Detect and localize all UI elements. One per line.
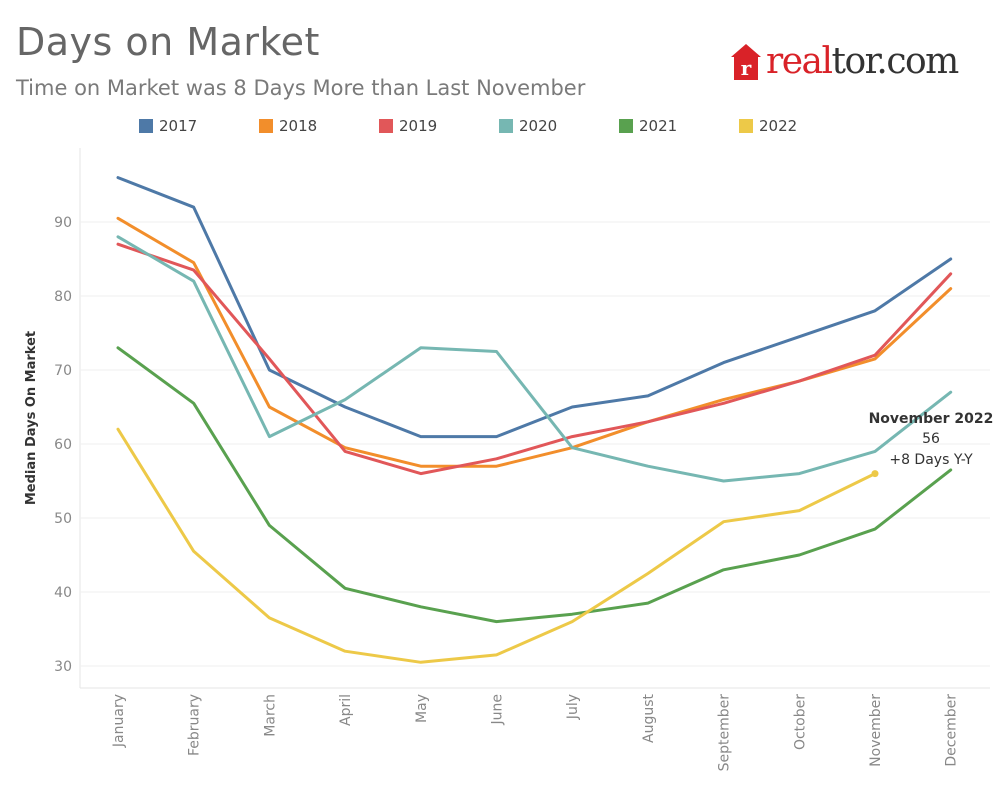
legend-swatch <box>499 119 513 133</box>
page-subtitle: Time on Market was 8 Days More than Last… <box>16 76 586 100</box>
legend-label: 2018 <box>279 117 318 135</box>
data-point-endpoint[interactable] <box>871 470 879 478</box>
legend-swatch <box>739 119 753 133</box>
chart-legend: 2017 2018 2019 2020 2021 2022 <box>0 117 1000 137</box>
logo-wordmark: realtor.com <box>766 41 959 82</box>
realtor-logo[interactable]: r realtor.com <box>730 40 959 84</box>
legend-label: 2019 <box>399 117 438 135</box>
legend-label: 2021 <box>639 117 678 135</box>
legend-label: 2017 <box>159 117 198 135</box>
legend-swatch <box>379 119 393 133</box>
x-tick-label: March <box>262 694 278 737</box>
series-line-2020[interactable] <box>116 235 953 483</box>
y-axis-title: Median Days On Market <box>24 331 39 505</box>
legend-label: 2020 <box>519 117 558 135</box>
x-tick-label: January <box>111 694 127 748</box>
legend-item-2020[interactable]: 2020 <box>499 117 557 135</box>
series-line-2018[interactable] <box>116 216 953 468</box>
x-tick-label: February <box>187 694 203 756</box>
x-tick-label: April <box>338 694 354 726</box>
legend-item-2021[interactable]: 2021 <box>619 117 677 135</box>
annotation-change: +8 Days Y-Y <box>889 452 973 468</box>
x-tick-label: October <box>792 694 808 750</box>
house-r-icon: r <box>731 44 761 80</box>
series-line-2019[interactable] <box>116 242 953 476</box>
y-tick-label: 70 <box>54 363 72 379</box>
annotation-value: 56 <box>922 431 940 447</box>
legend-item-2019[interactable]: 2019 <box>379 117 437 135</box>
annotation-title: November 2022 <box>869 411 994 427</box>
x-tick-label: December <box>944 694 960 767</box>
x-tick-label: June <box>490 694 506 726</box>
y-tick-label: 50 <box>54 511 72 527</box>
legend-item-2017[interactable]: 2017 <box>139 117 197 135</box>
page-title: Days on Market <box>16 20 320 64</box>
svg-text:r: r <box>741 56 752 80</box>
legend-swatch <box>139 119 153 133</box>
x-tick-label: May <box>414 694 430 723</box>
y-tick-label: 40 <box>54 585 72 601</box>
x-tick-label: July <box>565 694 581 720</box>
x-tick-label: August <box>641 693 657 743</box>
y-tick-label: 90 <box>54 215 72 231</box>
x-tick-label: September <box>717 694 733 772</box>
legend-item-2018[interactable]: 2018 <box>259 117 317 135</box>
series-line-2021[interactable] <box>116 346 953 624</box>
legend-swatch <box>259 119 273 133</box>
series-line-2022[interactable] <box>116 427 877 664</box>
y-tick-label: 30 <box>54 659 72 675</box>
legend-label: 2022 <box>759 117 798 135</box>
y-tick-label: 60 <box>54 437 72 453</box>
legend-item-2022[interactable]: 2022 <box>739 117 797 135</box>
x-tick-label: November <box>868 694 884 767</box>
y-tick-label: 80 <box>54 289 72 305</box>
legend-swatch <box>619 119 633 133</box>
